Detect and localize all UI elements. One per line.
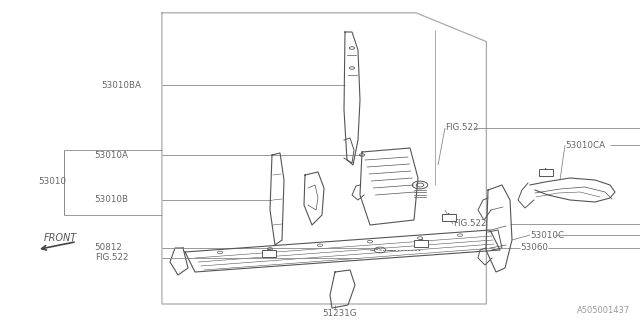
Text: B: B	[418, 239, 423, 248]
Bar	[413, 240, 428, 247]
Text: 53010A: 53010A	[95, 150, 129, 159]
Bar	[262, 250, 276, 257]
Text: 53010C: 53010C	[530, 230, 564, 239]
Text: FIG.522: FIG.522	[453, 220, 486, 228]
Text: 53010BA: 53010BA	[101, 81, 141, 90]
Bar	[539, 169, 553, 176]
Text: 53010: 53010	[38, 178, 67, 187]
Text: 50812: 50812	[95, 244, 123, 252]
Text: FIG.522: FIG.522	[95, 253, 128, 262]
Text: FIG.522: FIG.522	[445, 124, 479, 132]
Text: A505001437: A505001437	[577, 306, 630, 315]
Text: 53060: 53060	[520, 244, 548, 252]
Text: 51231G: 51231G	[322, 308, 356, 317]
Text: 53010CA: 53010CA	[565, 140, 605, 149]
Text: B: B	[266, 249, 271, 258]
Text: A: A	[543, 168, 548, 177]
Text: A: A	[446, 213, 451, 222]
Bar	[442, 214, 456, 221]
Text: 53010B: 53010B	[95, 196, 129, 204]
Text: FRONT: FRONT	[44, 233, 77, 244]
